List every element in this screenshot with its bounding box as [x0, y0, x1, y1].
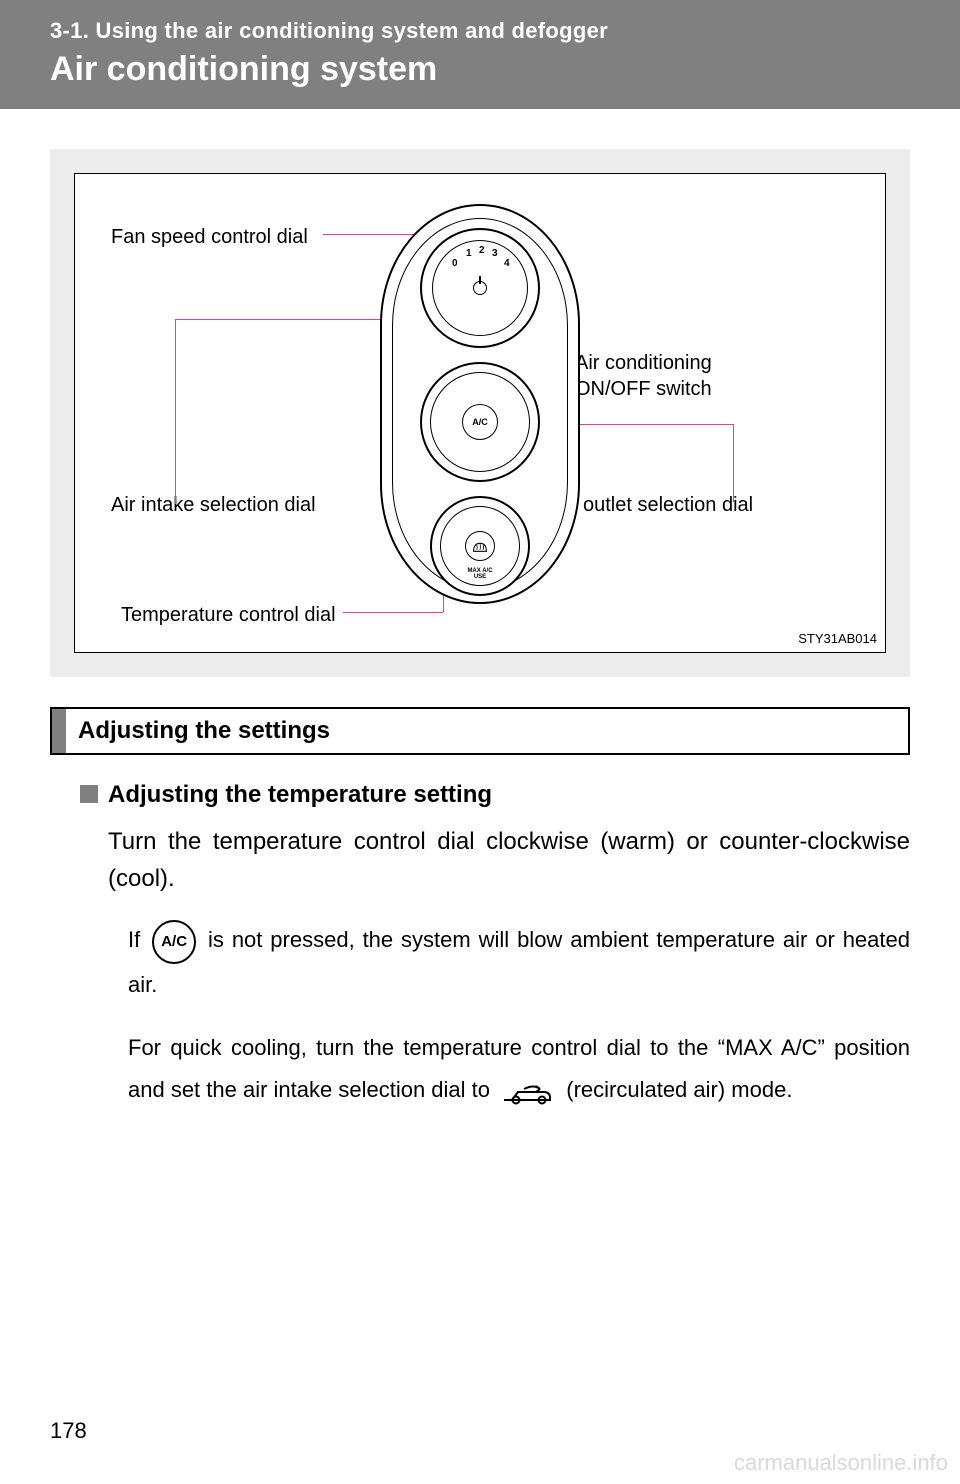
heading-tab: [52, 709, 66, 753]
max-ac-inline: MAX A/C: [725, 1035, 817, 1060]
label-ac-switch-line1: Air conditioning: [575, 352, 712, 374]
defrost-icon: [465, 531, 495, 561]
recirculate-icon: [500, 1078, 556, 1104]
leader-line: [733, 424, 734, 502]
label-fan-speed: Fan speed control dial: [111, 224, 308, 250]
page-number: 178: [50, 1418, 87, 1444]
text: If: [128, 927, 148, 952]
heading-text: Adjusting the settings: [66, 709, 342, 753]
dial-knob: [473, 281, 487, 295]
label-ac-switch: Air conditioning ON/OFF switch: [575, 350, 712, 402]
figure-container: Fan speed control dial Air conditioning …: [50, 149, 910, 677]
body-item-heading: Adjusting the temperature setting: [80, 781, 910, 809]
temperature-dial: MAX A/C USE: [430, 496, 530, 596]
ac-button-icon: A/C: [462, 404, 498, 440]
label-ac-switch-line2: ON/OFF switch: [575, 378, 712, 400]
dial-num: 4: [504, 258, 510, 269]
label-air-outlet: Air outlet selection dial: [553, 492, 753, 518]
page: 3-1. Using the air conditioning system a…: [0, 0, 960, 1484]
ac-icon: A/C: [152, 920, 196, 964]
page-title: Air conditioning system: [50, 50, 910, 89]
label-temperature: Temperature control dial: [121, 602, 336, 628]
watermark: carmanualsonline.info: [734, 1450, 948, 1476]
text: (recirculated air) mode.: [566, 1077, 792, 1102]
ac-control-panel: 0 1 2 3 4 A/C: [380, 204, 580, 604]
paragraph: Turn the temperature control dial clockw…: [108, 823, 910, 897]
paragraph: For quick cooling, turn the temperature …: [128, 1027, 910, 1111]
dial-num: 1: [466, 248, 472, 259]
max-ac-l2: USE: [474, 574, 486, 580]
dial-num: 2: [479, 245, 485, 256]
leader-line: [175, 319, 176, 504]
subsection-heading: Adjusting the settings: [50, 707, 910, 755]
fan-speed-dial: 0 1 2 3 4: [420, 228, 540, 348]
text: For quick cooling, turn the temperature …: [128, 1035, 725, 1060]
leader-line: [343, 612, 443, 613]
page-header: 3-1. Using the air conditioning system a…: [0, 0, 960, 109]
max-ac-label: MAX A/C USE: [467, 568, 492, 580]
text: is not pressed, the system will blow amb…: [128, 927, 910, 996]
mode-dial: A/C: [420, 362, 540, 482]
item-title: Adjusting the temperature setting: [108, 781, 492, 809]
square-bullet-icon: [80, 785, 98, 803]
dial-num: 3: [492, 248, 498, 259]
figure: Fan speed control dial Air conditioning …: [74, 173, 886, 653]
label-air-intake: Air intake selection dial: [111, 492, 316, 518]
paragraph: If A/C is not pressed, the system will b…: [128, 919, 910, 1005]
section-number: 3-1. Using the air conditioning system a…: [50, 18, 910, 44]
figure-code: STY31AB014: [798, 631, 877, 646]
dial-num: 0: [452, 258, 458, 269]
body-content: Adjusting the temperature setting Turn t…: [80, 781, 910, 1111]
leader-line: [175, 319, 383, 320]
